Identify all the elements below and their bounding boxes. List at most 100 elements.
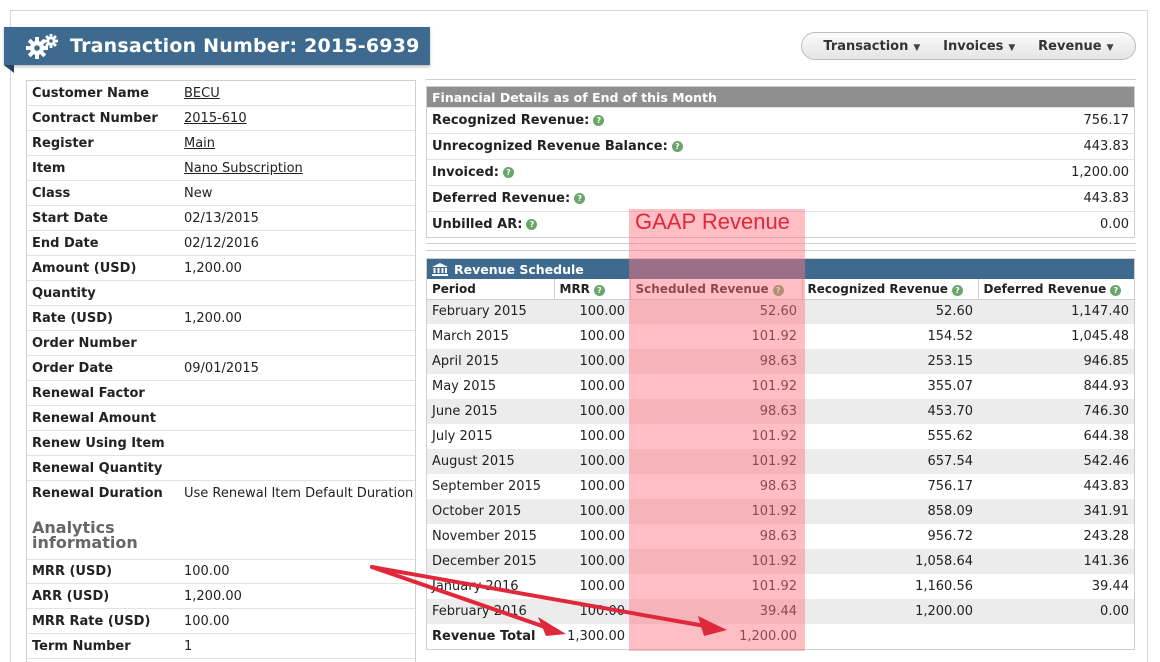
field-label: Renewal Factor [32, 385, 145, 401]
total-empty-cell [978, 624, 1134, 649]
field-row: Item Nano Subscription [27, 156, 415, 181]
deferred-cell: 141.36 [978, 549, 1134, 574]
field-label: End Date [32, 235, 99, 251]
financial-row: Recognized Revenue:? 756.17 [427, 107, 1134, 133]
field-row: ARR (USD) 1,200.00 [27, 584, 415, 609]
nav-transaction-menu[interactable]: Transaction ▼ [823, 39, 920, 54]
column-header-period[interactable]: Period [427, 279, 555, 300]
column-header-text: Scheduled Revenue [635, 281, 769, 296]
mrr-cell: 100.00 [579, 329, 626, 344]
financial-details-panel: Financial Details as of End of this Mont… [426, 86, 1135, 238]
total-scheduled: 1,200.00 [739, 629, 797, 644]
financial-details-title: Financial Details as of End of this Mont… [427, 87, 1134, 107]
recognized-cell: 453.70 [802, 399, 978, 424]
period-cell: February 2016 [427, 599, 554, 624]
mrr-cell: 100.00 [579, 579, 626, 594]
deferred-cell: 443.83 [1083, 479, 1130, 494]
financial-label: Unrecognized Revenue Balance:? [432, 139, 683, 154]
table-row: June 2015 100.00 98.63 453.70 746.30 [427, 399, 1134, 424]
caret-down-icon: ▼ [1106, 42, 1114, 53]
deferred-cell: 946.85 [978, 349, 1134, 374]
period-cell: October 2015 [427, 499, 554, 524]
financial-row: Invoiced:? 1,200.00 [427, 159, 1134, 185]
period-cell: February 2015 [427, 299, 554, 324]
revenue-schedule-table: Period MRR? Scheduled Revenue? Recognize… [427, 279, 1134, 649]
schedule-rows: February 2015 100.00 52.60 52.60 1,147.40 Ma… [427, 299, 1134, 649]
page-title: Transaction Number: 2015-6939 [70, 35, 420, 57]
help-icon[interactable]: ? [526, 219, 538, 230]
scheduled-cell: 39.44 [630, 599, 802, 624]
column-header-scheduled-revenue[interactable]: Scheduled Revenue? [630, 279, 803, 300]
scheduled-cell: 52.60 [630, 299, 802, 324]
divider [426, 79, 1136, 80]
field-label: Renewal Quantity [32, 460, 163, 476]
table-row: March 2015 100.00 101.92 154.52 1,045.48 [427, 324, 1134, 349]
field-value: 02/13/2015 [184, 210, 259, 226]
financial-label: Recognized Revenue:? [432, 113, 605, 128]
financial-row: Unrecognized Revenue Balance:? 443.83 [427, 133, 1134, 159]
deferred-cell: 39.44 [1091, 579, 1129, 594]
contract-number-link[interactable]: 2015-610 [184, 110, 247, 126]
caret-down-icon: ▼ [913, 42, 921, 53]
field-row: Rate (USD) 1,200.00 [27, 306, 415, 331]
help-icon[interactable]: ? [772, 284, 784, 296]
column-header-text: Period [432, 281, 476, 296]
financial-value: 0.00 [1100, 217, 1129, 232]
period-cell: November 2015 [432, 529, 537, 544]
scheduled-cell: 101.92 [630, 449, 802, 474]
table-row: April 2015 100.00 98.63 253.15 946.85 [427, 349, 1134, 374]
field-label: Start Date [32, 210, 109, 226]
deferred-cell: 0.00 [978, 599, 1134, 624]
column-header-deferred-revenue[interactable]: Deferred Revenue? [978, 279, 1134, 300]
customer-name-link[interactable]: BECU [184, 85, 220, 101]
recognized-cell: 555.62 [927, 429, 974, 444]
nav-label: Invoices [943, 38, 1004, 54]
field-label: Renewal Duration [32, 486, 163, 501]
field-label: Term Number [32, 638, 131, 654]
help-icon[interactable]: ? [671, 141, 683, 152]
financial-value: 1,200.00 [1071, 165, 1129, 180]
gears-icon [26, 32, 60, 60]
column-header-mrr[interactable]: MRR? [554, 279, 631, 300]
period-cell: August 2015 [427, 449, 554, 474]
period-cell: March 2015 [432, 329, 509, 344]
register-link[interactable]: Main [184, 135, 216, 151]
mrr-cell: 100.00 [554, 499, 630, 524]
field-row: Renewal Amount [27, 406, 415, 431]
help-icon[interactable]: ? [593, 284, 605, 296]
field-row: Customer Name BECU [27, 81, 415, 106]
period-cell: April 2015 [427, 349, 554, 374]
deferred-cell: 746.30 [978, 399, 1134, 424]
field-row: End Date 02/12/2016 [27, 231, 415, 256]
recognized-cell: 657.54 [802, 449, 978, 474]
field-label: Contract Number [32, 110, 158, 126]
scheduled-cell: 101.92 [751, 429, 798, 444]
deferred-cell: 844.93 [1083, 379, 1130, 394]
mrr-cell: 100.00 [554, 549, 630, 574]
recognized-cell: 1,160.56 [915, 579, 973, 594]
column-header-recognized-revenue[interactable]: Recognized Revenue? [802, 279, 979, 300]
help-icon[interactable]: ? [1110, 284, 1122, 296]
deferred-cell: 542.46 [978, 449, 1134, 474]
revenue-schedule-header: Revenue Schedule [427, 259, 1134, 279]
help-icon[interactable]: ? [951, 284, 963, 296]
deferred-cell: 644.38 [1083, 429, 1130, 444]
help-icon[interactable]: ? [593, 115, 605, 126]
nav-revenue-menu[interactable]: Revenue ▼ [1038, 39, 1113, 54]
financial-value: 443.83 [1083, 191, 1130, 206]
item-link[interactable]: Nano Subscription [184, 160, 303, 176]
nav-invoices-menu[interactable]: Invoices ▼ [943, 39, 1015, 54]
field-row: Renewal Duration Use Renewal Item Default… [27, 481, 415, 506]
field-label: MRR Rate (USD) [32, 613, 151, 629]
column-header-text: MRR [559, 281, 590, 296]
financial-row: Deferred Revenue:? 443.83 [427, 185, 1134, 211]
period-cell: June 2015 [427, 399, 554, 424]
scheduled-cell: 98.63 [759, 529, 797, 544]
divider [426, 243, 1136, 244]
help-icon[interactable]: ? [574, 193, 586, 204]
field-label: Order Number [32, 335, 137, 351]
financial-label-text: Invoiced: [432, 165, 499, 180]
bank-icon [432, 262, 448, 276]
help-icon[interactable]: ? [502, 167, 514, 178]
table-row: July 2015 100.00 101.92 555.62 644.38 [427, 424, 1134, 449]
